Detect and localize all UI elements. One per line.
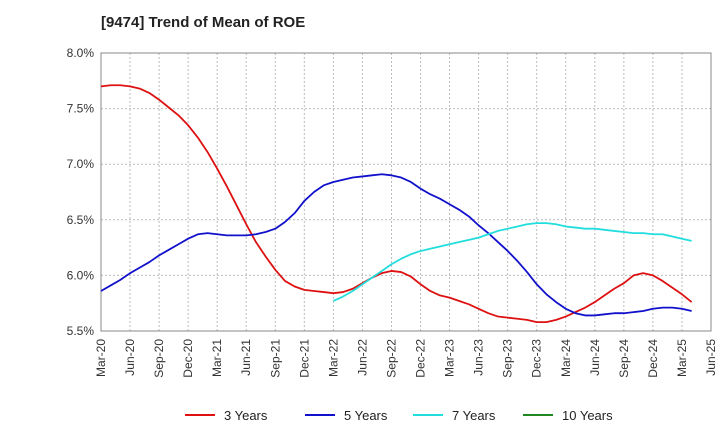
y-tick-label: 5.5% bbox=[67, 324, 95, 338]
x-tick-label: Sep-20 bbox=[152, 339, 166, 378]
series-line-5-years bbox=[100, 173, 692, 317]
x-tick-label: Dec-23 bbox=[530, 339, 544, 378]
legend-label: 3 Years bbox=[224, 408, 268, 423]
legend-label: 5 Years bbox=[344, 408, 388, 423]
x-tick-label: Mar-20 bbox=[94, 339, 108, 377]
x-tick-label: Dec-22 bbox=[414, 339, 428, 378]
x-tick-label: Mar-21 bbox=[210, 339, 224, 377]
y-tick-label: 6.5% bbox=[67, 213, 95, 227]
legend-label: 10 Years bbox=[562, 408, 613, 423]
chart-title: [9474] Trend of Mean of ROE bbox=[101, 14, 306, 31]
x-tick-label: Mar-25 bbox=[675, 339, 689, 377]
x-tick-label: Mar-24 bbox=[559, 339, 573, 377]
y-tick-label: 6.0% bbox=[67, 268, 95, 282]
x-tick-label: Jun-22 bbox=[355, 339, 369, 376]
x-tick-label: Dec-24 bbox=[646, 339, 660, 378]
x-tick-label: Jun-24 bbox=[588, 339, 602, 376]
y-tick-label: 8.0% bbox=[67, 46, 95, 60]
x-tick-label: Jun-20 bbox=[123, 339, 137, 376]
x-tick-label: Sep-22 bbox=[384, 339, 398, 378]
legend-label: 7 Years bbox=[452, 408, 496, 423]
y-tick-label: 7.5% bbox=[67, 102, 95, 116]
x-tick-label: Sep-24 bbox=[617, 339, 631, 378]
x-tick-label: Mar-23 bbox=[443, 339, 457, 377]
x-tick-label: Dec-21 bbox=[297, 339, 311, 378]
series-line-3-years bbox=[100, 84, 693, 323]
x-tick-label: Mar-22 bbox=[326, 339, 340, 377]
x-tick-label: Jun-25 bbox=[704, 339, 718, 376]
plot-frame bbox=[100, 52, 712, 332]
y-tick-label: 7.0% bbox=[67, 157, 95, 171]
x-tick-label: Jun-21 bbox=[239, 339, 253, 376]
series-line-7-years bbox=[333, 222, 692, 302]
x-tick-label: Dec-20 bbox=[181, 339, 195, 378]
x-tick-label: Sep-21 bbox=[268, 339, 282, 378]
x-tick-label: Jun-23 bbox=[472, 339, 486, 376]
x-tick-label: Sep-23 bbox=[501, 339, 515, 378]
